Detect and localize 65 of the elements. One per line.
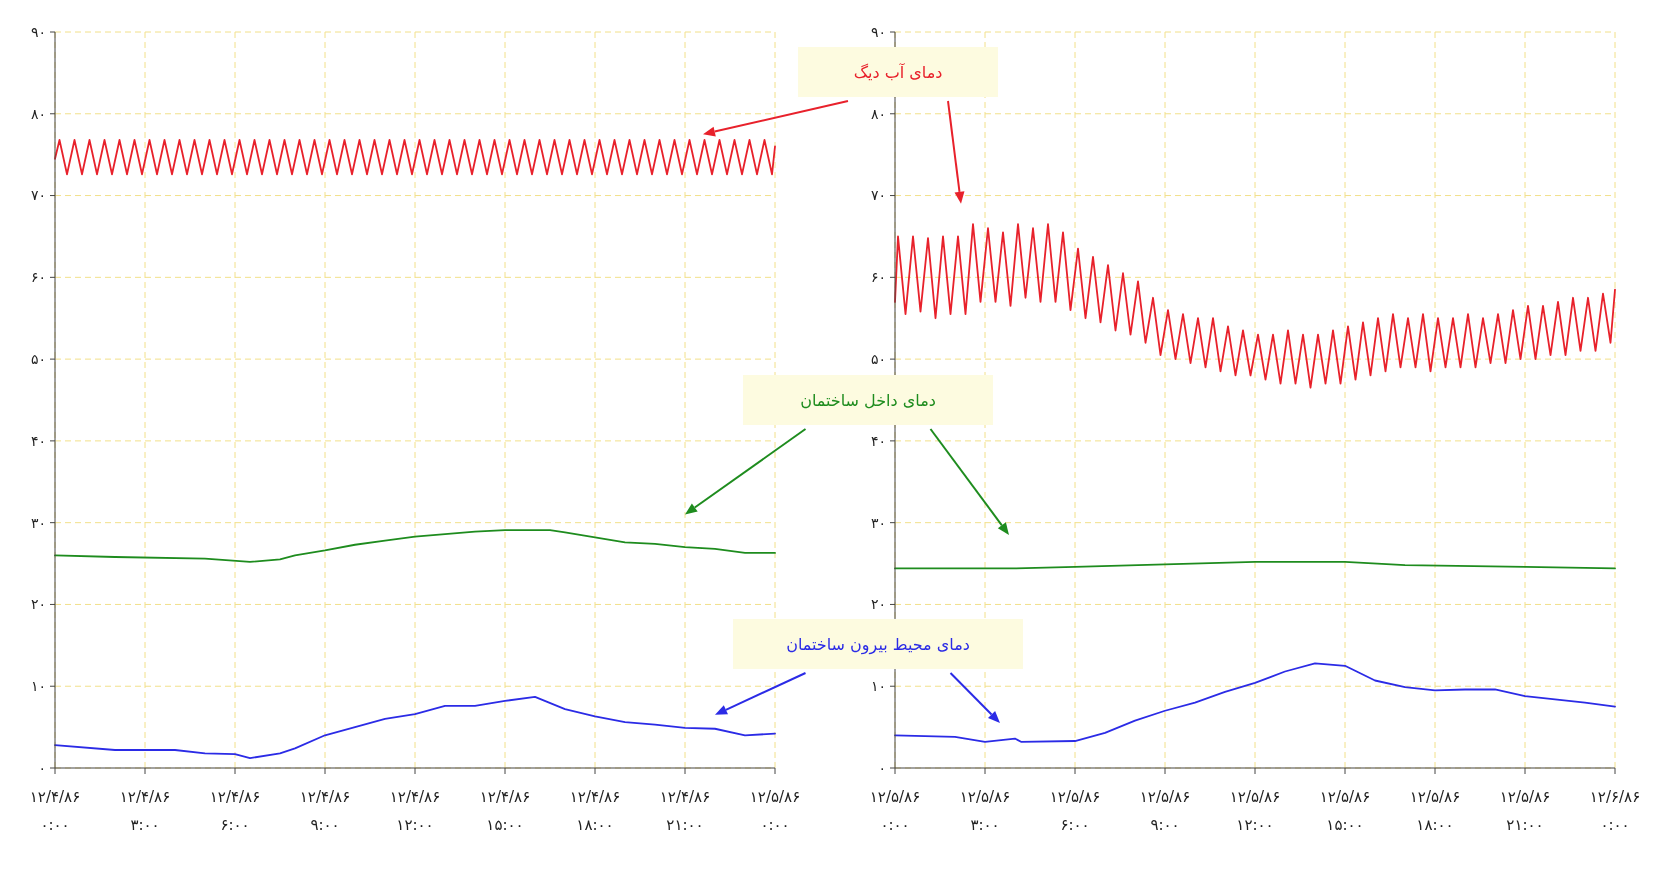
text: ۱۲/۶/۸۶ <box>1589 788 1641 806</box>
x-tick-label: ۲۱:۰۰ <box>666 816 704 834</box>
text: ۱۲/۵/۸۶ <box>1499 788 1551 806</box>
text: ۱۲/۴/۸۶ <box>389 788 441 806</box>
y-tick-label: ۴۰ <box>870 432 886 449</box>
x-tick-label: ۲۱:۰۰ <box>1506 816 1544 834</box>
text: ۱۲/۴/۸۶ <box>659 788 711 806</box>
text: ۱۲/۴/۸۶ <box>119 788 171 806</box>
text: ۱۲/۵/۸۶ <box>1229 788 1281 806</box>
y-tick-label: ۰ <box>878 759 886 776</box>
y-tick-label: ۳۰ <box>870 514 886 531</box>
x-tick-label: ۳:۰۰ <box>130 816 160 834</box>
y-tick-label: ۹۰ <box>30 23 46 40</box>
line-series <box>54 529 776 563</box>
text: ۱۲/۵/۸۶ <box>1049 788 1101 806</box>
x-tick-label: ۳:۰۰ <box>970 816 1000 834</box>
text: ۱۲/۴/۸۶ <box>299 788 351 806</box>
text: دمای داخل ساختمان <box>800 390 936 410</box>
text: ۱۲/۴/۸۶ <box>29 788 81 806</box>
line-series <box>54 695 776 760</box>
x-tick-label: ۱۲:۰۰ <box>396 816 434 834</box>
y-tick-label: ۴۰ <box>30 432 46 449</box>
text: ۱۲/۵/۸۶ <box>959 788 1011 806</box>
y-tick-label: ۲۰ <box>870 596 886 613</box>
x-tick-label: ۱۵:۰۰ <box>486 816 524 834</box>
x-tick-label: ۶:۰۰ <box>220 816 250 834</box>
x-tick-label: ۱۲:۰۰ <box>1236 816 1274 834</box>
x-tick-label: ۰:۰۰ <box>1600 816 1630 834</box>
text: ۱۲/۵/۸۶ <box>749 788 801 806</box>
x-tick-label: ۰:۰۰ <box>880 816 910 834</box>
text: ۱۲/۵/۸۶ <box>1319 788 1371 806</box>
y-tick-label: ۰ <box>38 759 46 776</box>
text: دمای آب دیگ <box>853 62 943 82</box>
x-tick-label: ۶:۰۰ <box>1060 816 1090 834</box>
x-tick-label: ۹:۰۰ <box>1150 816 1180 834</box>
text: ۱۲/۴/۸۶ <box>569 788 621 806</box>
x-tick-label: ۰:۰۰ <box>40 816 70 834</box>
y-tick-label: ۷۰ <box>870 187 886 204</box>
y-tick-label: ۵۰ <box>870 351 886 368</box>
text: ۱۲/۴/۸۶ <box>479 788 531 806</box>
y-tick-label: ۲۰ <box>30 596 46 613</box>
y-tick-label: ۵۰ <box>30 351 46 368</box>
x-tick-label: ۱۸:۰۰ <box>576 816 614 834</box>
x-tick-label: ۰:۰۰ <box>760 816 790 834</box>
line-series <box>894 561 1616 570</box>
y-tick-label: ۱۰ <box>870 678 886 695</box>
x-tick-label: ۹:۰۰ <box>310 816 340 834</box>
y-tick-label: ۶۰ <box>870 269 886 286</box>
text: ۱۲/۴/۸۶ <box>209 788 261 806</box>
y-tick-label: ۳۰ <box>30 514 46 531</box>
y-tick-label: ۸۰ <box>30 105 46 122</box>
text: ۱۲/۵/۸۶ <box>1139 788 1191 806</box>
text: ۱۲/۵/۸۶ <box>1409 788 1461 806</box>
line-series <box>54 139 776 176</box>
x-tick-label: ۱۵:۰۰ <box>1326 816 1364 834</box>
y-tick-label: ۸۰ <box>870 105 886 122</box>
line-series <box>894 223 1616 389</box>
y-tick-label: ۶۰ <box>30 269 46 286</box>
line-series <box>894 662 1616 743</box>
text: ۱۲/۵/۸۶ <box>869 788 921 806</box>
y-tick-label: ۷۰ <box>30 187 46 204</box>
y-tick-label: ۱۰ <box>30 678 46 695</box>
text: دمای محیط بیرون ساختمان <box>786 634 970 655</box>
y-tick-label: ۹۰ <box>870 23 886 40</box>
x-tick-label: ۱۸:۰۰ <box>1416 816 1454 834</box>
